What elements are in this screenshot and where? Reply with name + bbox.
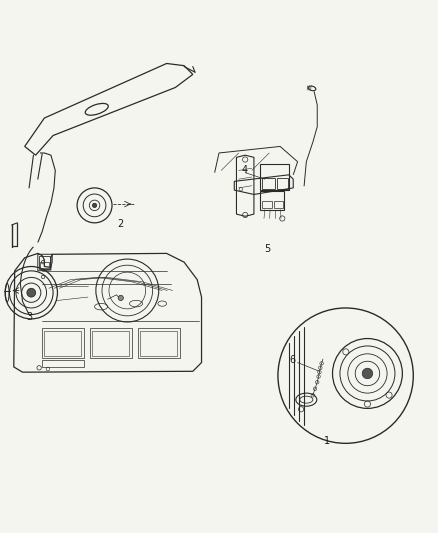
Text: 4: 4: [241, 165, 247, 175]
Bar: [39, 256, 49, 269]
Bar: [277, 178, 288, 189]
Bar: [261, 191, 285, 210]
Bar: [261, 164, 289, 190]
Circle shape: [27, 288, 35, 297]
Text: 2: 2: [118, 219, 124, 229]
Text: 1: 1: [324, 436, 330, 446]
Circle shape: [92, 203, 97, 207]
Text: 5: 5: [264, 244, 270, 254]
Bar: [44, 330, 81, 356]
Circle shape: [118, 295, 124, 301]
Bar: [42, 360, 84, 367]
Bar: [262, 178, 275, 189]
Circle shape: [362, 368, 373, 379]
Bar: [90, 328, 132, 358]
Bar: [138, 328, 180, 358]
Text: 3: 3: [26, 312, 32, 322]
Bar: [141, 330, 177, 356]
Text: 6: 6: [289, 356, 295, 365]
Bar: [274, 200, 283, 208]
Bar: [92, 330, 129, 356]
Bar: [262, 200, 272, 208]
Bar: [42, 328, 84, 358]
Bar: [40, 262, 49, 268]
